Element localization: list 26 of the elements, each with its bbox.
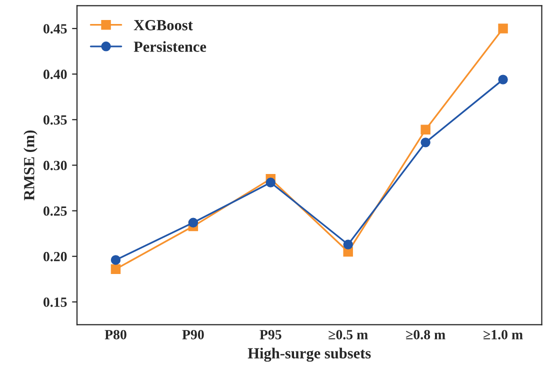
y-tick-label: 0.25 (44, 206, 67, 216)
y-tick-label: 0.20 (44, 252, 67, 262)
y-tick-label: 0.40 (44, 70, 67, 80)
point (343, 240, 353, 250)
legend-label: XGBoost (134, 20, 193, 30)
x-tick-label: ≥1.0 m (484, 330, 523, 340)
x-tick-label: ≥0.8 m (406, 330, 446, 340)
x-tick-label: P90 (182, 330, 204, 340)
point (188, 218, 198, 228)
y-axis-title: RMSE (m) (24, 130, 38, 200)
x-tick-label: P95 (260, 330, 282, 340)
x-tick-label: ≥0.5 m (328, 330, 368, 340)
y-tick-label: 0.30 (44, 160, 67, 170)
point (110, 255, 121, 265)
x-axis-title: High-surge subsets (248, 348, 371, 362)
x-tick-label: P80 (104, 330, 126, 340)
point (110, 264, 121, 274)
point (420, 124, 430, 135)
legend-label: Persistence (134, 41, 206, 52)
point (420, 138, 430, 148)
point (498, 24, 508, 34)
y-tick-label: 0.15 (44, 298, 67, 307)
point (498, 74, 508, 84)
y-tick-label: 0.35 (44, 115, 67, 125)
y-tick-label: 0.45 (44, 24, 67, 34)
point (266, 178, 276, 188)
